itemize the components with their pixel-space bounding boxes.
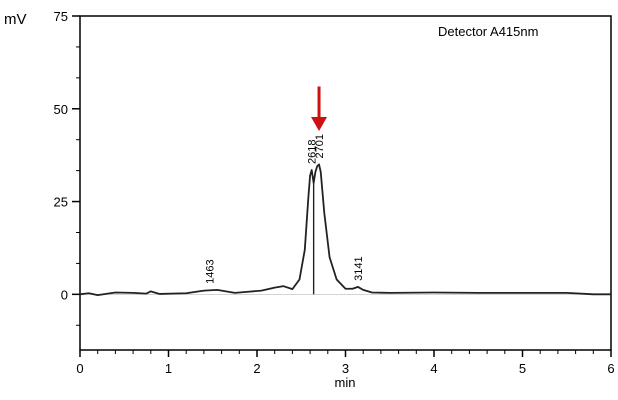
y-unit-label: mV: [4, 11, 27, 28]
x-tick-label: 5: [519, 361, 526, 376]
y-tick-label: 75: [54, 9, 68, 24]
y-tick-label: 50: [54, 102, 68, 117]
x-tick-label: 3: [342, 361, 349, 376]
x-tick-label: 1: [165, 361, 172, 376]
tick-labels-layer: 0 1 2 3 4 5 6 0 25 50 75: [54, 9, 615, 376]
x-tick-label: 6: [607, 361, 614, 376]
x-tick-label: 2: [253, 361, 260, 376]
detector-label: Detector A415nm: [438, 24, 538, 39]
red-arrow-head-icon: [311, 117, 328, 132]
y-tick-label: 25: [54, 195, 68, 210]
peak-label: 2618: [307, 140, 319, 164]
chromatogram-trace: [79, 163, 611, 296]
peak-label: 1463: [204, 259, 216, 283]
trace-layer: [79, 163, 611, 296]
x-axis-title: min: [335, 375, 356, 390]
peak-label: 3141: [353, 256, 365, 280]
y-tick-label: 0: [61, 287, 68, 302]
arrow-layer: [311, 86, 328, 132]
plot-frame: [79, 15, 612, 351]
x-tick-label: 0: [76, 361, 83, 376]
peak-label: 2701: [314, 134, 326, 158]
x-tick-label: 4: [430, 361, 437, 376]
ticks-layer: [72, 15, 612, 357]
